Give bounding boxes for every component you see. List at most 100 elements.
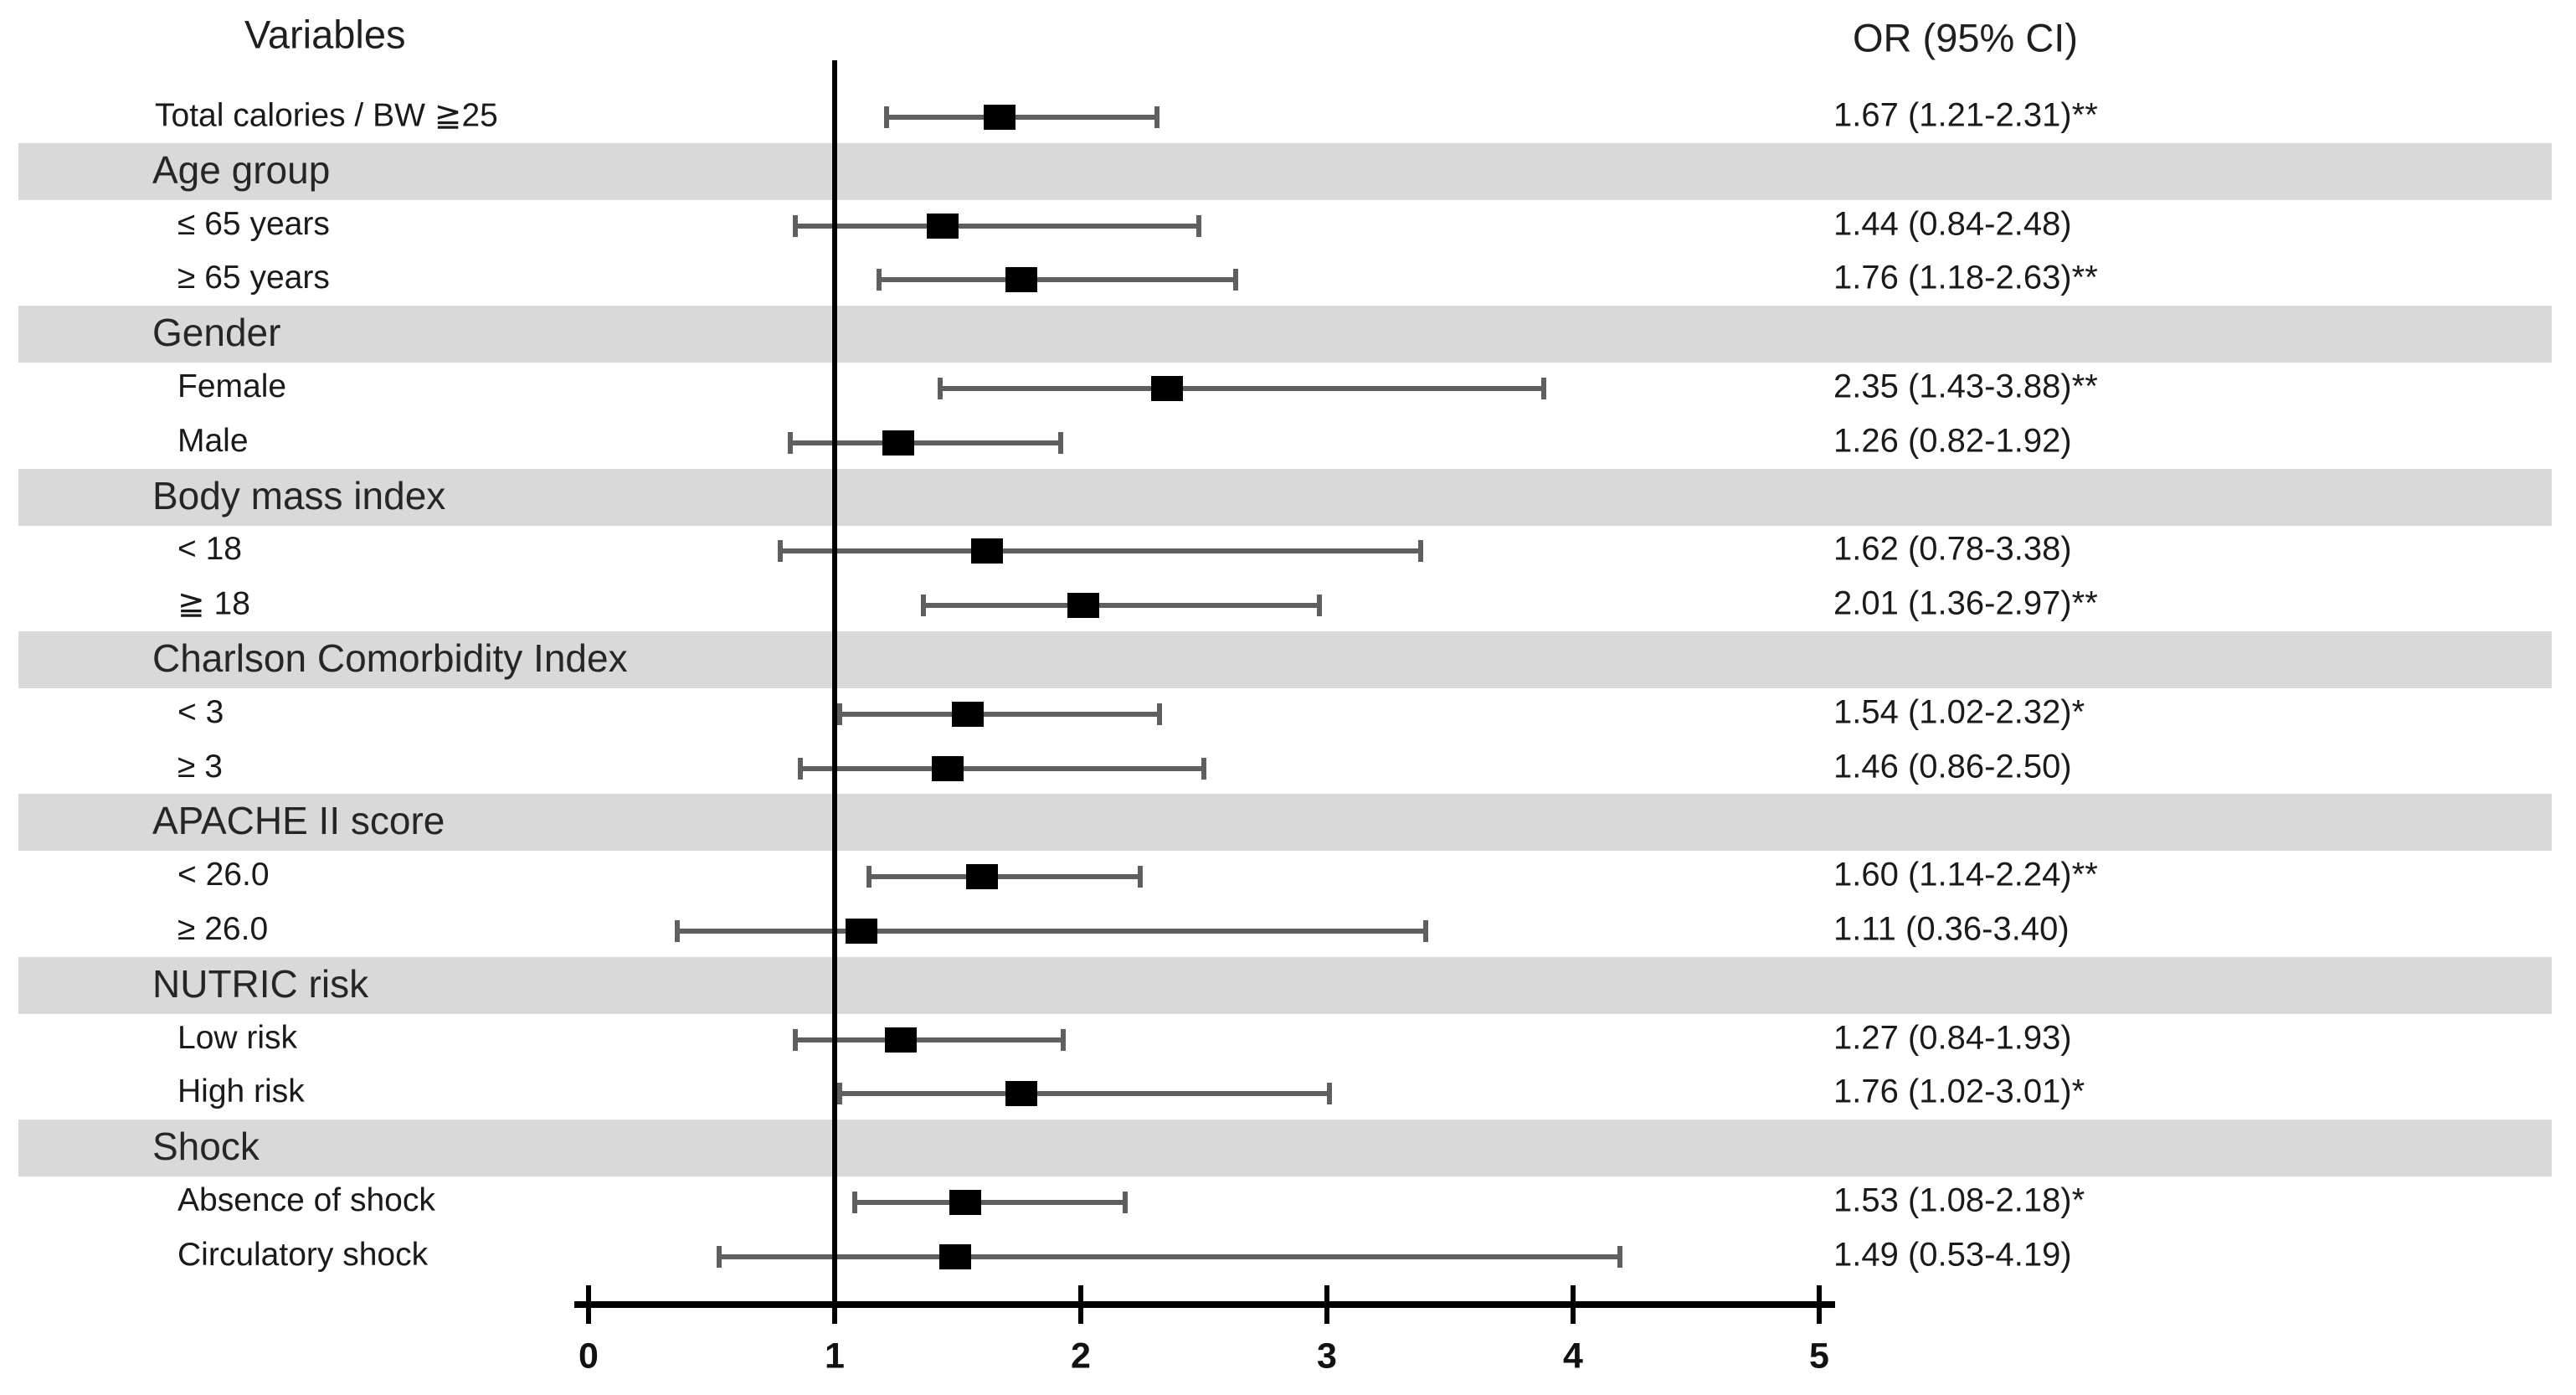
or-value: 1.60 (1.14-2.24)** <box>1833 856 2098 893</box>
ci-cap-right <box>1122 1192 1128 1213</box>
row-label: < 26.0 <box>177 857 270 893</box>
row-label: Low risk <box>177 1019 298 1056</box>
ci-line <box>854 1200 1125 1205</box>
ci-cap-right <box>1540 378 1546 399</box>
ci-line <box>794 1037 1064 1042</box>
group-band <box>18 306 2552 363</box>
ci-cap-right <box>1422 920 1428 942</box>
ci-cap-right <box>1617 1245 1622 1268</box>
or-value: 1.11 (0.36-3.40) <box>1833 910 2070 948</box>
x-axis-tick-label: 1 <box>825 1336 845 1377</box>
ci-cap-right <box>1326 1083 1332 1105</box>
or-value: 1.53 (1.08-2.18)* <box>1833 1181 2085 1219</box>
row-label: < 18 <box>177 531 242 568</box>
ci-cap-right <box>1154 106 1160 128</box>
or-column-header: OR (95% CI) <box>1853 15 2078 60</box>
row-label: Female <box>177 368 287 405</box>
ci-cap-right <box>1157 703 1163 725</box>
ci-cap-left <box>938 378 944 399</box>
ci-cap-left <box>778 540 784 563</box>
or-value: 1.62 (0.78-3.38) <box>1833 531 2072 569</box>
variables-column-header: Variables <box>244 12 406 57</box>
group-band <box>18 142 2552 200</box>
ci-cap-right <box>1233 269 1239 291</box>
or-value: 2.01 (1.36-2.97)** <box>1833 584 2098 622</box>
ci-cap-left <box>920 595 926 617</box>
group-label: Body mass index <box>152 473 446 517</box>
ci-cap-left <box>788 431 794 454</box>
x-axis-tick <box>1817 1285 1822 1324</box>
ci-cap-left <box>866 866 872 888</box>
row-label: ≧ 18 <box>177 585 250 622</box>
ci-line <box>839 1091 1329 1097</box>
group-label: Age group <box>152 147 331 192</box>
row-label: < 3 <box>177 694 224 731</box>
or-value: 1.67 (1.21-2.31)** <box>1833 96 2098 134</box>
x-axis-tick <box>1078 1285 1083 1324</box>
ci-line <box>869 874 1140 880</box>
x-axis-tick-label: 4 <box>1563 1336 1583 1377</box>
or-value: 1.76 (1.02-3.01)* <box>1833 1073 2085 1111</box>
ci-cap-right <box>1196 214 1202 237</box>
x-axis-tick <box>1571 1285 1576 1324</box>
or-marker <box>966 864 999 890</box>
ci-cap-left <box>797 757 803 780</box>
group-label: NUTRIC risk <box>152 961 369 1006</box>
ci-cap-left <box>883 106 889 128</box>
ci-cap-left <box>836 703 842 725</box>
group-band <box>18 468 2552 526</box>
or-marker <box>1150 376 1183 401</box>
ci-cap-right <box>1201 757 1206 780</box>
group-band <box>18 956 2552 1014</box>
or-marker <box>983 105 1015 130</box>
or-value: 1.44 (0.84-2.48) <box>1833 205 2072 243</box>
or-marker <box>927 213 959 239</box>
row-label: ≤ 65 years <box>177 205 330 242</box>
ci-line <box>839 711 1160 717</box>
or-value: 1.27 (0.84-1.93) <box>1833 1019 2072 1057</box>
or-value: 2.35 (1.43-3.88)** <box>1833 368 2098 405</box>
ci-line <box>886 115 1158 120</box>
x-axis-tick-label: 3 <box>1317 1336 1337 1377</box>
ci-cap-right <box>1061 1028 1067 1051</box>
or-marker <box>1005 1081 1038 1107</box>
x-axis-tick <box>1324 1285 1329 1324</box>
x-axis-tick-label: 0 <box>578 1336 599 1377</box>
ci-cap-left <box>876 269 882 291</box>
or-marker <box>939 1243 972 1269</box>
or-marker <box>1067 593 1099 619</box>
ci-cap-left <box>836 1083 842 1105</box>
or-marker <box>932 755 964 781</box>
ci-cap-right <box>1417 540 1423 563</box>
ci-cap-left <box>674 920 680 942</box>
group-label: Gender <box>152 311 281 355</box>
group-label: APACHE II score <box>152 799 445 843</box>
ci-cap-left <box>716 1245 722 1268</box>
or-marker <box>1005 267 1038 293</box>
group-band <box>18 1120 2552 1177</box>
or-marker <box>846 919 878 944</box>
or-value: 1.54 (1.02-2.32)* <box>1833 693 2085 731</box>
x-axis-tick <box>586 1285 591 1324</box>
ci-line <box>940 386 1544 391</box>
row-label: High risk <box>177 1073 305 1110</box>
or-marker <box>885 1027 918 1053</box>
ci-cap-right <box>1058 431 1064 454</box>
group-label: Charlson Comorbidity Index <box>152 636 628 680</box>
ci-line <box>923 603 1320 609</box>
ci-line <box>794 223 1200 229</box>
x-axis-tick <box>832 1285 837 1324</box>
x-axis-line <box>574 1301 1835 1308</box>
or-marker <box>882 430 915 456</box>
reference-line <box>832 60 837 1316</box>
or-value: 1.49 (0.53-4.19) <box>1833 1236 2072 1274</box>
ci-line <box>800 765 1204 771</box>
group-band <box>18 631 2552 688</box>
row-label: Absence of shock <box>177 1182 435 1219</box>
ci-line <box>676 929 1426 934</box>
group-band <box>18 794 2552 852</box>
row-label: ≥ 3 <box>177 748 223 785</box>
row-label: Total calories / BW ≧25 <box>155 97 498 134</box>
ci-cap-left <box>792 1028 798 1051</box>
